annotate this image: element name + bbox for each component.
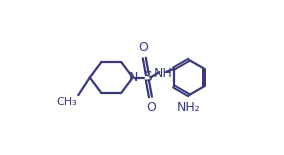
Text: O: O [138,41,148,54]
Text: NH: NH [153,67,172,80]
Text: N: N [128,71,138,84]
Text: NH₂: NH₂ [177,101,201,114]
Text: CH₃: CH₃ [57,97,78,107]
Text: S: S [143,71,152,84]
Text: O: O [147,101,156,114]
